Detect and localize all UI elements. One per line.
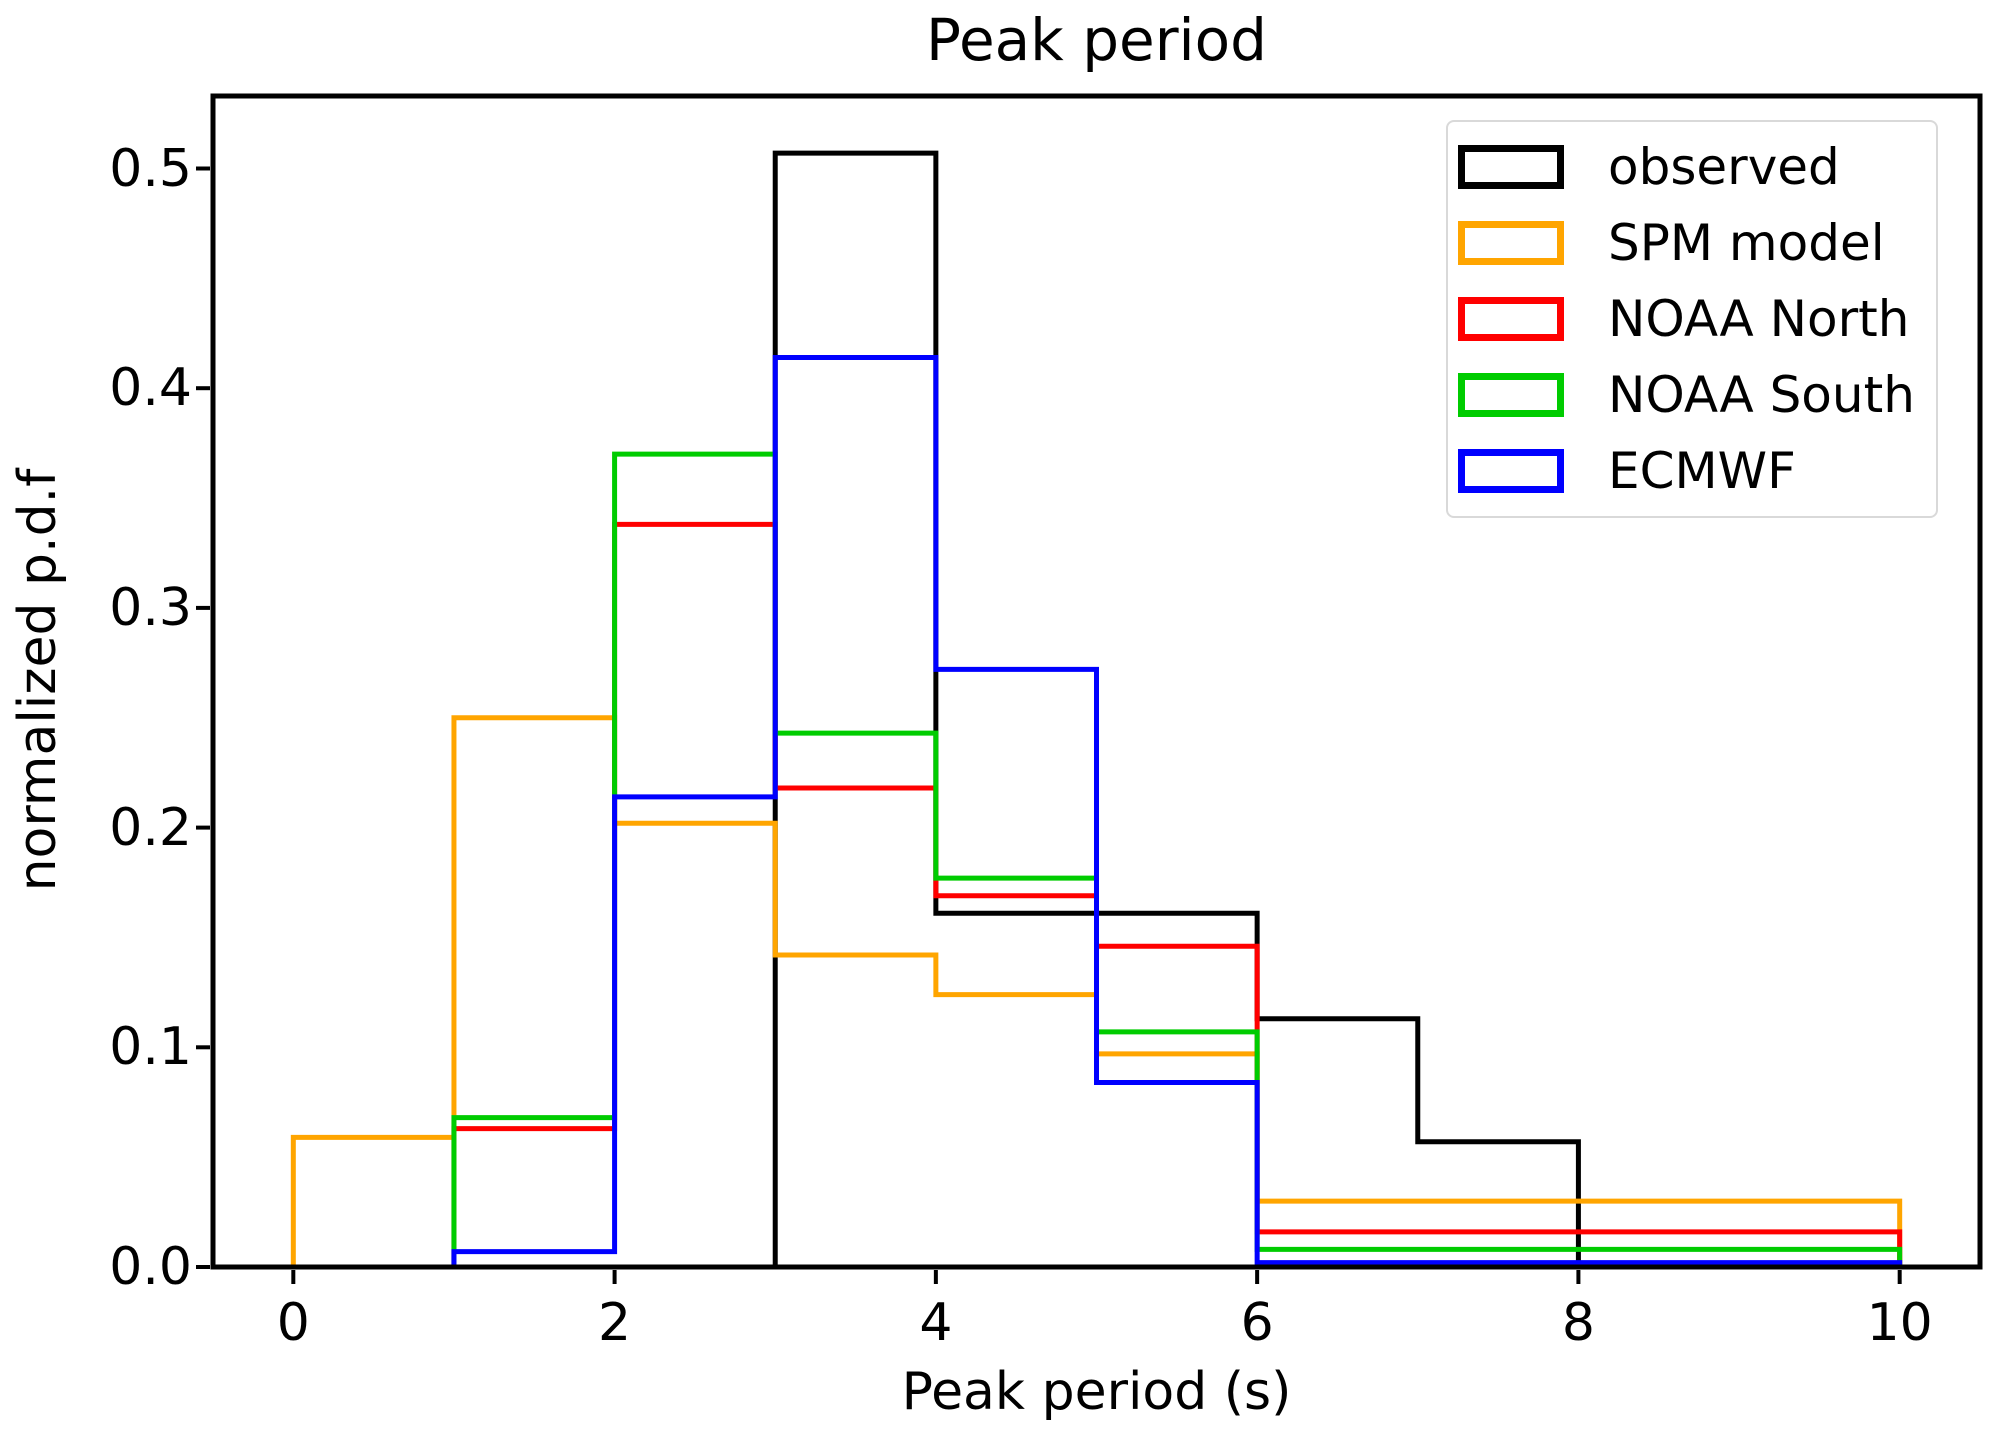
- legend-swatch: [1458, 221, 1564, 265]
- legend-label: NOAA South: [1608, 366, 1915, 424]
- legend-item-ecmwf: ECMWF: [1458, 442, 1916, 500]
- legend-swatch: [1458, 373, 1564, 417]
- legend: observed SPM model NOAA North NOAA South ECM…: [1446, 120, 1938, 518]
- legend-item-observed: observed: [1458, 138, 1916, 196]
- legend-swatch: [1458, 145, 1564, 189]
- x-tick-label: 8: [1561, 1293, 1595, 1353]
- plot-spines: [210, 93, 1983, 1270]
- y-tick-label: 0.1: [109, 1017, 192, 1078]
- legend-swatch: [1458, 297, 1564, 341]
- legend-label: NOAA North: [1608, 290, 1910, 348]
- x-tick-label: 4: [919, 1293, 953, 1353]
- y-tick-label: 0.5: [109, 138, 192, 199]
- x-axis-label: Peak period (s): [901, 1362, 1292, 1422]
- x-tick-label: 2: [598, 1293, 632, 1353]
- series-noaa-south: [293, 451, 1903, 1270]
- x-tick-label: 6: [1240, 1293, 1274, 1353]
- series-ecmwf: [293, 354, 1903, 1270]
- x-tick-label: 0: [276, 1293, 310, 1353]
- y-tick-label: 0.0: [109, 1237, 192, 1297]
- y-tick-label: 0.4: [109, 358, 192, 419]
- legend-label: observed: [1608, 138, 1840, 196]
- y-tick-label: 0.2: [109, 797, 192, 858]
- legend-item-spm-model: SPM model: [1458, 214, 1916, 272]
- legend-item-noaa-north: NOAA North: [1458, 290, 1916, 348]
- legend-swatch: [1458, 449, 1564, 493]
- y-axis-label: normalized p.d.f: [8, 468, 68, 892]
- series-spm-model: [290, 715, 1903, 1267]
- legend-label: SPM model: [1608, 214, 1885, 272]
- legend-item-noaa-south: NOAA South: [1458, 366, 1916, 424]
- x-tick-label: 10: [1866, 1293, 1933, 1353]
- y-tick-label: 0.3: [109, 577, 192, 638]
- series-noaa-north: [293, 521, 1903, 1270]
- chart-title: Peak period: [926, 6, 1267, 74]
- legend-label: ECMWF: [1608, 442, 1796, 500]
